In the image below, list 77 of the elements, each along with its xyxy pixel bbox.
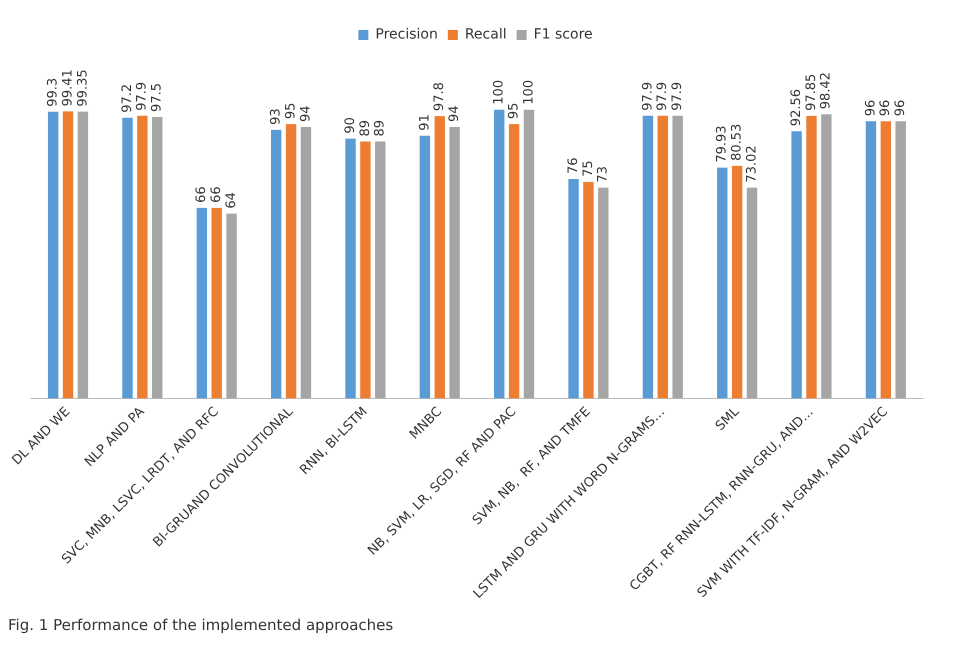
data-label: 73 — [596, 166, 611, 183]
legend-label: F1 score — [534, 26, 593, 43]
bar — [806, 116, 817, 398]
legend-label: Recall — [464, 26, 507, 43]
bar — [345, 138, 356, 398]
data-label: 97.9 — [640, 82, 656, 111]
data-label: 95 — [283, 102, 298, 120]
bar — [48, 112, 58, 398]
data-label: 64 — [224, 192, 239, 209]
data-label: 100 — [521, 80, 536, 105]
bar — [508, 124, 520, 398]
data-label: 96 — [893, 100, 908, 116]
data-label: 90 — [342, 117, 358, 134]
data-label: 94 — [298, 105, 314, 122]
bar — [137, 116, 148, 398]
bar — [717, 168, 728, 398]
data-label: 96 — [863, 100, 878, 116]
bar — [226, 214, 237, 398]
x-tick-label: SML — [712, 404, 743, 434]
bar — [449, 127, 460, 398]
data-label: 92.56 — [788, 88, 804, 126]
bar — [286, 124, 296, 398]
bar — [583, 182, 594, 398]
bar — [895, 121, 906, 398]
bar — [642, 116, 654, 398]
bar — [732, 166, 742, 398]
bar — [360, 141, 371, 398]
bar — [598, 188, 609, 398]
bar — [434, 116, 445, 398]
bar — [524, 110, 534, 398]
data-label: 96 — [878, 100, 894, 116]
data-label: 80.53 — [730, 124, 745, 161]
bar — [568, 178, 579, 398]
data-label: 99.35 — [75, 69, 90, 107]
bar — [196, 208, 208, 398]
data-label: 66 — [209, 186, 224, 203]
data-label: 89 — [358, 120, 373, 136]
data-label: 97.9 — [670, 82, 686, 111]
bar — [746, 188, 758, 398]
data-label: 97.9 — [655, 82, 670, 111]
bar — [270, 130, 282, 398]
bar — [791, 131, 802, 398]
data-label: 91 — [417, 114, 432, 131]
data-label: 98.42 — [818, 72, 834, 110]
data-label: 97.5 — [150, 82, 165, 112]
data-label: 76 — [566, 157, 581, 174]
data-label: 99.3 — [46, 78, 61, 107]
caption: Fig. 1 Performance of the implemented approaches — [8, 616, 394, 634]
data-label: 97.85 — [804, 74, 819, 111]
data-label: 73.02 — [744, 145, 760, 183]
data-label: 93 — [268, 108, 284, 125]
data-label: 97.9 — [134, 82, 150, 111]
bar — [62, 111, 74, 398]
data-label: 94 — [446, 105, 462, 122]
data-label: 95 — [506, 102, 522, 120]
bar — [672, 116, 683, 398]
bar — [880, 121, 892, 398]
bar — [420, 136, 430, 398]
data-label: 75 — [580, 160, 596, 177]
legend-label: Precision — [375, 26, 438, 43]
bar — [658, 116, 668, 398]
data-label: 100 — [492, 80, 507, 105]
data-label: 97.8 — [432, 82, 448, 112]
bar — [821, 114, 832, 398]
bar — [375, 141, 386, 398]
data-label: 99.41 — [60, 69, 76, 106]
bar — [78, 112, 88, 398]
bar — [494, 110, 504, 398]
bar — [866, 121, 876, 398]
data-label: 66 — [194, 186, 210, 203]
data-label: 89 — [372, 120, 388, 136]
bar — [152, 116, 162, 398]
data-label: 79.93 — [714, 125, 730, 163]
bar — [300, 127, 312, 398]
bar — [122, 118, 133, 398]
bar — [212, 208, 222, 398]
data-label: 97.2 — [120, 84, 135, 113]
